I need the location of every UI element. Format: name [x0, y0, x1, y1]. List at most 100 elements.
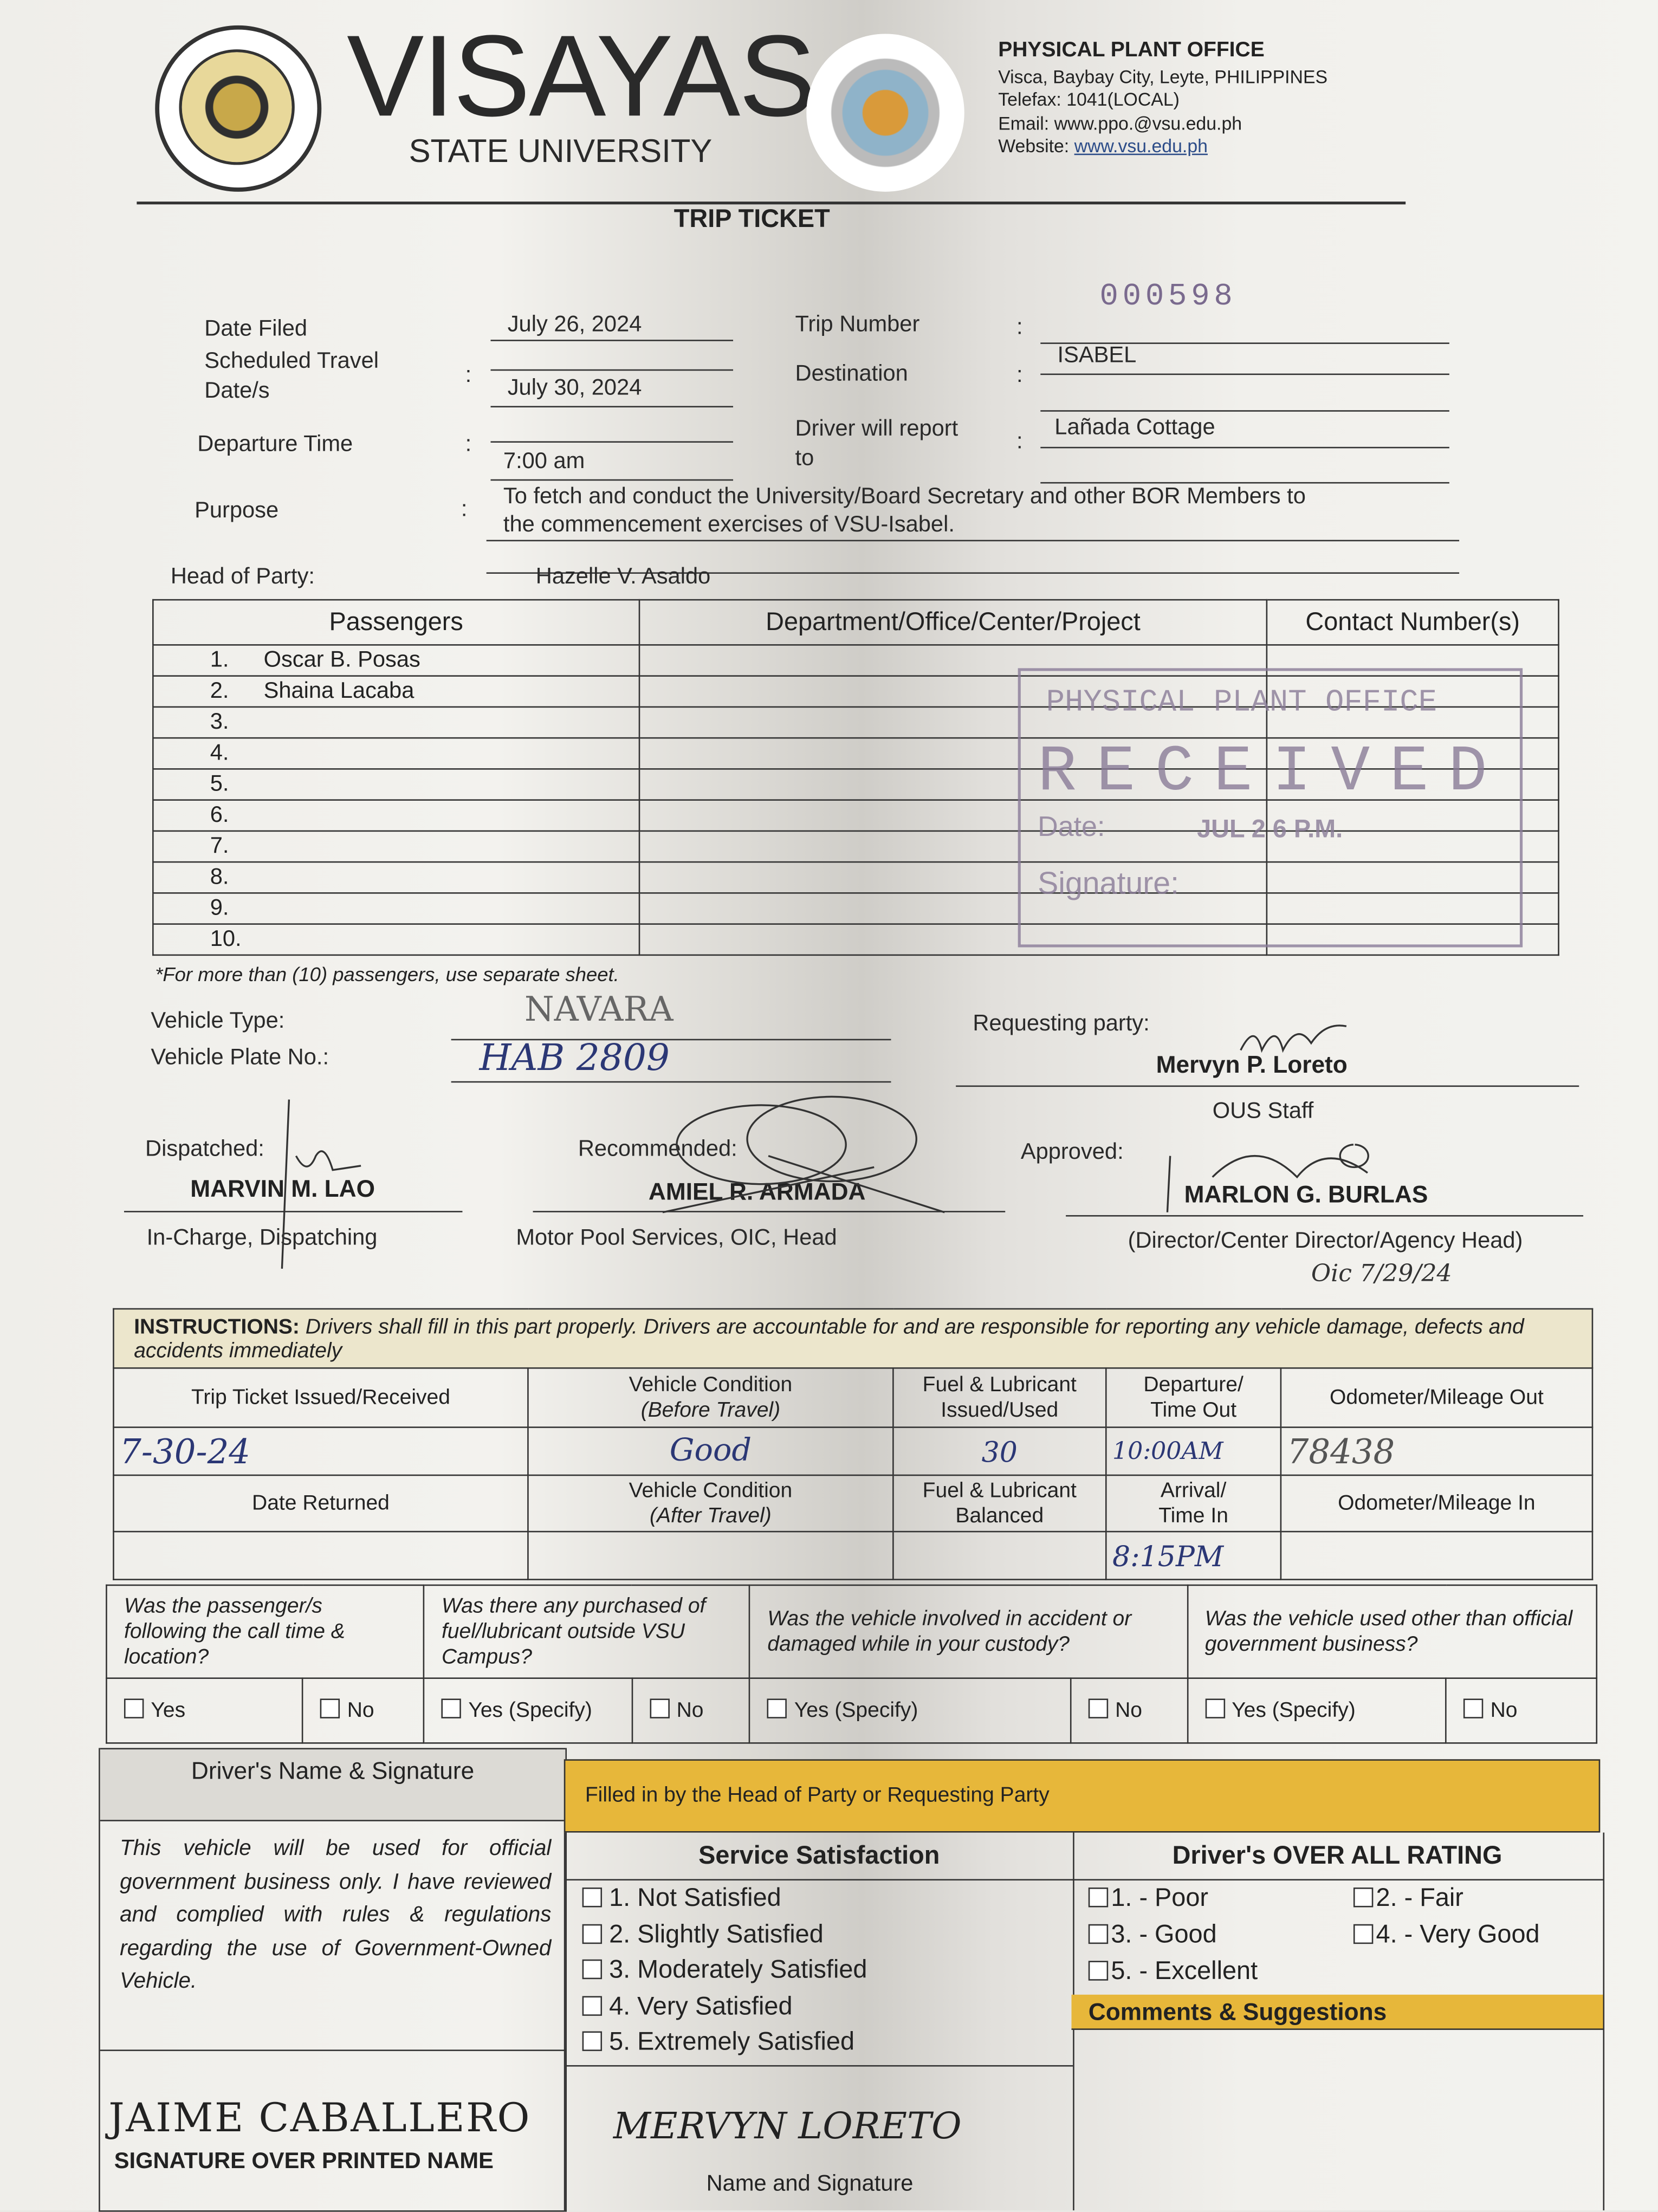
- service-option-3[interactable]: 3. Moderately Satisfied: [582, 1952, 867, 1988]
- underline: [956, 1085, 1579, 1087]
- contact-cell[interactable]: [1266, 923, 1559, 956]
- checkbox-icon[interactable]: [1088, 1698, 1109, 1718]
- department-cell[interactable]: [638, 830, 1268, 863]
- passenger-name-cell[interactable]: 4.: [152, 737, 640, 770]
- department-cell[interactable]: [638, 768, 1268, 801]
- service-option-2[interactable]: 2. Slightly Satisfied: [582, 1916, 867, 1952]
- underline: [1040, 446, 1449, 449]
- department-cell[interactable]: [638, 706, 1268, 739]
- checkbox-icon[interactable]: [1088, 1924, 1109, 1944]
- rating-option-5[interactable]: 5. - Excellent: [1088, 1957, 1258, 1987]
- contact-cell[interactable]: [1266, 861, 1559, 894]
- office-website: Website: www.vsu.edu.ph: [998, 135, 1208, 157]
- contact-cell[interactable]: [1266, 799, 1559, 832]
- checkbox-icon[interactable]: [1463, 1698, 1484, 1718]
- rating-option-3[interactable]: 3. - Good: [1088, 1920, 1217, 1950]
- odometer-in-value[interactable]: [1280, 1530, 1594, 1580]
- passenger-name-cell[interactable]: 10.: [152, 923, 640, 956]
- department-cell[interactable]: [638, 799, 1268, 832]
- checkbox-icon[interactable]: [650, 1698, 670, 1718]
- contact-cell[interactable]: [1266, 768, 1559, 801]
- checkbox-icon[interactable]: [582, 2031, 603, 2051]
- answer-no-2[interactable]: No: [631, 1677, 751, 1744]
- passenger-name-cell[interactable]: 2. Shaina Lacaba: [152, 675, 640, 708]
- department-cell[interactable]: [638, 923, 1268, 956]
- contact-cell[interactable]: [1266, 675, 1559, 708]
- destination-label: Destination: [795, 362, 908, 386]
- answer-no-4[interactable]: No: [1445, 1677, 1598, 1744]
- checkbox-icon[interactable]: [582, 1887, 603, 1908]
- fuel-issued-value[interactable]: 30: [892, 1426, 1107, 1476]
- rating-option-4[interactable]: 4. - Very Good: [1353, 1920, 1540, 1950]
- contact-cell[interactable]: [1266, 706, 1559, 739]
- answer-yes-1[interactable]: Yes: [106, 1677, 304, 1744]
- instructions-label: INSTRUCTIONS:: [134, 1314, 300, 1339]
- arrival-time-value[interactable]: 8:15PM: [1105, 1530, 1282, 1580]
- checkbox-icon[interactable]: [320, 1698, 340, 1718]
- contact-cell[interactable]: [1266, 644, 1559, 677]
- passenger-name-cell[interactable]: 3.: [152, 706, 640, 739]
- passenger-name-cell[interactable]: 5.: [152, 768, 640, 801]
- passenger-name-cell[interactable]: 1. Oscar B. Posas: [152, 644, 640, 677]
- passenger-name-cell[interactable]: 8.: [152, 861, 640, 894]
- odometer-out-value[interactable]: 78438: [1280, 1426, 1594, 1476]
- rating-option-2[interactable]: 2. - Fair: [1353, 1883, 1463, 1913]
- service-option-4[interactable]: 4. Very Satisfied: [582, 1988, 867, 2024]
- passenger-name-cell[interactable]: 6.: [152, 799, 640, 832]
- driver-caption[interactable]: SIGNATURE OVER PRINTED NAME: [114, 2150, 494, 2174]
- department-cell[interactable]: [638, 675, 1268, 708]
- checkbox-icon[interactable]: [1353, 1887, 1374, 1908]
- trip-ticket-issued-value[interactable]: 7-30-24: [113, 1426, 529, 1476]
- destination-value: ISABEL: [1057, 343, 1137, 368]
- service-option-label: 3. Moderately Satisfied: [609, 1955, 867, 1984]
- checkbox-icon[interactable]: [124, 1698, 144, 1718]
- stamp-received: RECEIVED: [1038, 736, 1507, 809]
- checkbox-icon[interactable]: [441, 1698, 462, 1718]
- checkbox-icon[interactable]: [582, 1995, 603, 2015]
- contact-cell[interactable]: [1266, 737, 1559, 770]
- answer-yes-label: Yes (Specify): [468, 1698, 592, 1723]
- answer-no-1[interactable]: No: [302, 1677, 425, 1744]
- answer-no-3[interactable]: No: [1070, 1677, 1188, 1744]
- questions-table: Was the passenger/s following the call t…: [106, 1584, 1598, 1744]
- checkbox-icon[interactable]: [582, 1923, 603, 1943]
- department-cell[interactable]: [638, 644, 1268, 677]
- departure-time-value[interactable]: 10:00AM: [1105, 1426, 1282, 1476]
- contact-cell[interactable]: [1266, 830, 1559, 863]
- checkbox-icon[interactable]: [582, 1959, 603, 1980]
- passenger-name-cell[interactable]: 7.: [152, 830, 640, 863]
- passenger-row: 2. Shaina Lacaba: [152, 675, 1559, 708]
- passenger-name-cell[interactable]: 9.: [152, 892, 640, 925]
- department-cell[interactable]: [638, 737, 1268, 770]
- website-link[interactable]: www.vsu.edu.ph: [1074, 135, 1208, 157]
- underline: [486, 572, 1460, 574]
- checkbox-icon[interactable]: [1088, 1887, 1109, 1908]
- rating-option-1[interactable]: 1. - Poor: [1088, 1883, 1208, 1913]
- colon: :: [1016, 315, 1023, 340]
- purpose-label: Purpose: [195, 499, 279, 523]
- passenger-number: 10.: [210, 926, 242, 951]
- header-line: Fuel & Lubricant: [922, 1372, 1077, 1397]
- checkbox-icon[interactable]: [767, 1698, 787, 1718]
- answer-yes-4[interactable]: Yes (Specify): [1186, 1677, 1447, 1744]
- service-option-5[interactable]: 5. Extremely Satisfied: [582, 2024, 867, 2060]
- department-cell[interactable]: [638, 861, 1268, 894]
- service-option-1[interactable]: 1. Not Satisfied: [582, 1880, 867, 1916]
- checkbox-icon[interactable]: [1353, 1924, 1374, 1944]
- vehicle-condition-before-value[interactable]: Good: [527, 1426, 894, 1476]
- vehicle-condition-after-value[interactable]: [527, 1530, 894, 1580]
- checkbox-icon[interactable]: [1088, 1961, 1109, 1981]
- answer-yes-3[interactable]: Yes (Specify): [749, 1677, 1072, 1744]
- checkbox-icon[interactable]: [1204, 1698, 1225, 1718]
- department-cell[interactable]: [638, 892, 1268, 925]
- passenger-row: 3.: [152, 706, 1559, 739]
- comments-box[interactable]: [1072, 2030, 1603, 2210]
- vehicle-type-label: Vehicle Type:: [151, 1009, 285, 1034]
- trip-number-stamp: 000598: [1099, 279, 1237, 315]
- answer-yes-2[interactable]: Yes (Specify): [423, 1677, 633, 1744]
- date-returned-value[interactable]: [113, 1530, 529, 1580]
- head-signer-caption[interactable]: Name and Signature: [706, 2172, 914, 2196]
- contact-cell[interactable]: [1266, 892, 1559, 925]
- fuel-balanced-value[interactable]: [892, 1530, 1107, 1580]
- header-line: Departure/: [1143, 1372, 1244, 1397]
